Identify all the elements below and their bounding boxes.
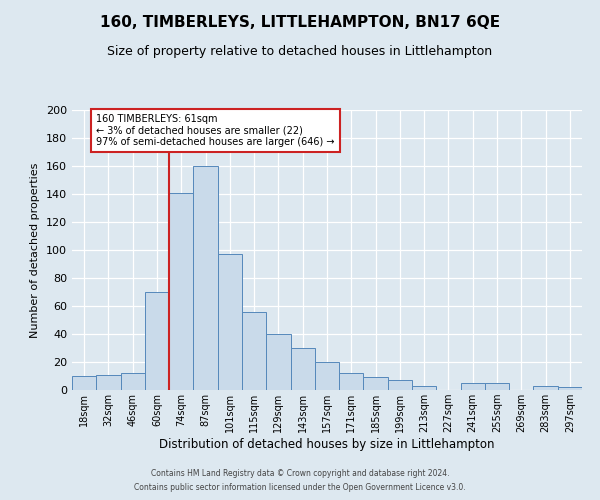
Bar	[339, 373, 364, 390]
Bar	[72, 376, 96, 390]
Bar	[412, 386, 436, 390]
Bar	[364, 378, 388, 390]
Bar	[485, 383, 509, 390]
Y-axis label: Number of detached properties: Number of detached properties	[31, 162, 40, 338]
Bar	[169, 192, 193, 390]
Bar	[121, 373, 145, 390]
Text: Size of property relative to detached houses in Littlehampton: Size of property relative to detached ho…	[107, 45, 493, 58]
Bar	[218, 254, 242, 390]
Text: Contains HM Land Registry data © Crown copyright and database right 2024.: Contains HM Land Registry data © Crown c…	[151, 468, 449, 477]
Text: Contains public sector information licensed under the Open Government Licence v3: Contains public sector information licen…	[134, 484, 466, 492]
Bar	[315, 362, 339, 390]
Bar	[145, 292, 169, 390]
Bar	[193, 166, 218, 390]
Bar	[266, 334, 290, 390]
Text: 160, TIMBERLEYS, LITTLEHAMPTON, BN17 6QE: 160, TIMBERLEYS, LITTLEHAMPTON, BN17 6QE	[100, 15, 500, 30]
Bar	[533, 386, 558, 390]
Bar	[242, 312, 266, 390]
Text: 160 TIMBERLEYS: 61sqm
← 3% of detached houses are smaller (22)
97% of semi-detac: 160 TIMBERLEYS: 61sqm ← 3% of detached h…	[96, 114, 335, 148]
Bar	[558, 387, 582, 390]
Bar	[388, 380, 412, 390]
Bar	[96, 374, 121, 390]
Bar	[290, 348, 315, 390]
Bar	[461, 383, 485, 390]
X-axis label: Distribution of detached houses by size in Littlehampton: Distribution of detached houses by size …	[159, 438, 495, 451]
